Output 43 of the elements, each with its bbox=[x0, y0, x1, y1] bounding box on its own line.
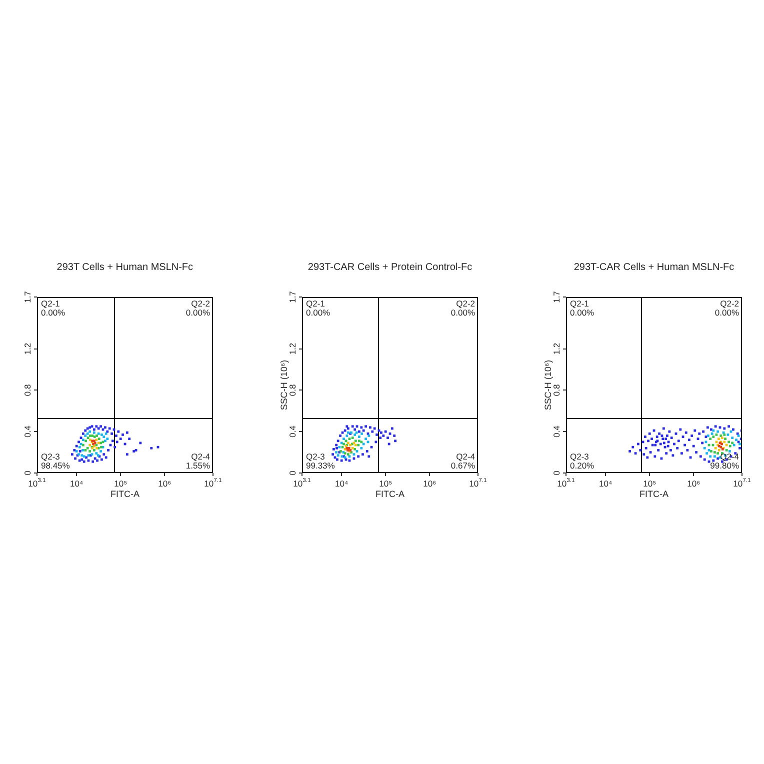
y-tick-label: 0.8 bbox=[551, 384, 562, 396]
chart-title: 293T Cells + Human MSLN-Fc bbox=[56, 262, 194, 273]
y-tick-label: 0 bbox=[22, 470, 32, 476]
x-tick-label: 10⁴ bbox=[599, 478, 612, 488]
x-axis-title: FITC-A bbox=[110, 489, 140, 500]
x-tick-label: 10⁴ bbox=[335, 478, 348, 488]
annotation: Q2-2 0.00% bbox=[450, 298, 476, 318]
y-tick-label: 1.7 bbox=[287, 290, 298, 303]
annotation: Q2-3 98.45% bbox=[41, 451, 70, 470]
x-axis-title: FITC-A bbox=[640, 489, 668, 500]
y-tick-label: 0.8 bbox=[287, 384, 298, 396]
y-tick-label: 1.2 bbox=[22, 342, 32, 355]
y-tick-label: 1.7 bbox=[22, 290, 32, 303]
y-tick-label: 0.4 bbox=[22, 425, 32, 438]
annotation: Q2-3 99.33% bbox=[306, 451, 336, 470]
annotation: Q2-2 0.00% bbox=[186, 298, 210, 318]
y-axis-title: SSC-H (10⁶) bbox=[542, 360, 553, 410]
y-axis-title: SSC-H (10⁶) bbox=[278, 360, 289, 410]
x-tick-label: 10⁶ bbox=[687, 478, 700, 488]
y-tick-label: 0.8 bbox=[22, 384, 32, 396]
x-tick-label: 10⁴ bbox=[70, 478, 84, 488]
y-tick-label: 1.2 bbox=[551, 342, 562, 355]
x-tick-label: 10⁵ bbox=[643, 478, 656, 488]
y-tick-label: 0.4 bbox=[551, 425, 562, 438]
annotation: Q2-3 0.20% bbox=[570, 451, 595, 470]
y-tick-label: 0 bbox=[287, 470, 298, 476]
chart-title: 293T-CAR Cells + Human MSLN-Fc bbox=[574, 262, 734, 273]
annotation: Q2-1 0.00% bbox=[306, 298, 331, 318]
y-tick-label: 0.4 bbox=[287, 425, 298, 438]
annotation: Q2-1 0.00% bbox=[570, 298, 595, 318]
annotation: Q2-2 0.00% bbox=[714, 298, 740, 318]
annotation: Q2-1 0.00% bbox=[41, 298, 66, 318]
x-axis-title: FITC-A bbox=[376, 489, 404, 500]
chart-title: 293T-CAR Cells + Protein Control-Fc bbox=[308, 262, 472, 273]
annotation: Q2-4 1.55% bbox=[186, 451, 210, 470]
x-tick-label: 10⁵ bbox=[114, 478, 128, 488]
y-tick-label: 0 bbox=[551, 470, 562, 476]
y-tick-label: 1.2 bbox=[287, 342, 298, 355]
y-tick-label: 1.7 bbox=[551, 290, 562, 303]
x-tick-label: 10⁵ bbox=[379, 478, 392, 488]
x-tick-label: 10⁶ bbox=[158, 478, 172, 488]
x-tick-label: 10⁶ bbox=[423, 478, 436, 488]
annotation: Q2-4 0.67% bbox=[450, 451, 476, 470]
